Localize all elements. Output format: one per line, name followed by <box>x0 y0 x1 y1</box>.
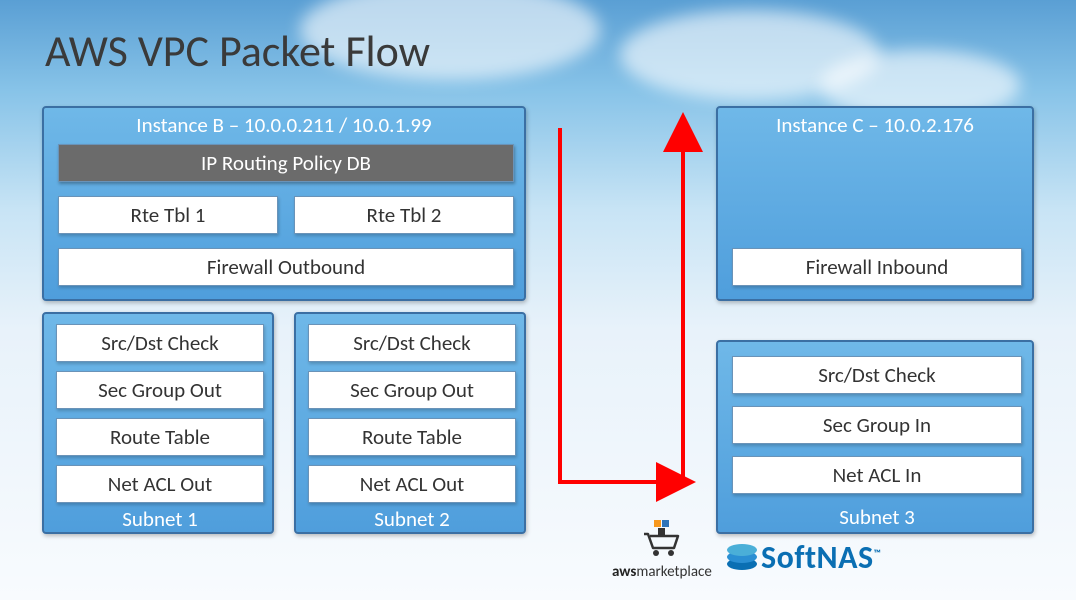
subnet2-srcdst-box: Src/Dst Check <box>308 324 516 362</box>
rte-tbl-2-box: Rte Tbl 2 <box>294 196 514 234</box>
subnet-1-panel: Src/Dst Check Sec Group Out Route Table … <box>42 312 274 534</box>
instance-b-header: Instance B – 10.0.0.211 / 10.0.1.99 <box>44 108 524 144</box>
rte-tbl-1-box: Rte Tbl 1 <box>58 196 278 234</box>
subnet3-srcdst-box: Src/Dst Check <box>732 356 1022 394</box>
subnet-2-panel: Src/Dst Check Sec Group Out Route Table … <box>294 312 526 534</box>
firewall-inbound-box: Firewall Inbound <box>732 248 1022 286</box>
subnet2-netacl-box: Net ACL Out <box>308 465 516 503</box>
subnet3-netacl-box: Net ACL In <box>732 456 1022 494</box>
disk-stack-icon <box>725 542 759 572</box>
subnet1-srcdst-box: Src/Dst Check <box>56 324 264 362</box>
firewall-outbound-box: Firewall Outbound <box>58 248 514 286</box>
subnet-3-panel: Src/Dst Check Sec Group In Net ACL In Su… <box>716 340 1034 534</box>
subnet2-secgroup-box: Sec Group Out <box>308 371 516 409</box>
instance-b-panel: Instance B – 10.0.0.211 / 10.0.1.99 IP R… <box>42 106 526 301</box>
subnet1-secgroup-box: Sec Group Out <box>56 371 264 409</box>
cart-icon <box>640 520 684 558</box>
softnas-logo: SoftNAS™ <box>725 538 881 577</box>
logos-container: awsmarketplace SoftNAS™ <box>560 520 1060 590</box>
subnet1-netacl-box: Net ACL Out <box>56 465 264 503</box>
aws-marketplace-logo: awsmarketplace <box>612 520 712 581</box>
ip-routing-policy-db-box: IP Routing Policy DB <box>58 144 514 182</box>
aws-marketplace-text: awsmarketplace <box>612 563 712 581</box>
subnet-2-footer: Subnet 2 <box>296 504 528 536</box>
subnet2-routetable-box: Route Table <box>308 418 516 456</box>
page-title: AWS VPC Packet Flow <box>45 24 430 78</box>
instance-c-header: Instance C – 10.0.2.176 <box>718 108 1032 144</box>
softnas-text: SoftNAS™ <box>761 538 881 577</box>
instance-c-panel: Instance C – 10.0.2.176 Firewall Inbound <box>716 106 1034 301</box>
subnet1-routetable-box: Route Table <box>56 418 264 456</box>
subnet3-secgroup-box: Sec Group In <box>732 406 1022 444</box>
subnet-1-footer: Subnet 1 <box>44 504 276 536</box>
